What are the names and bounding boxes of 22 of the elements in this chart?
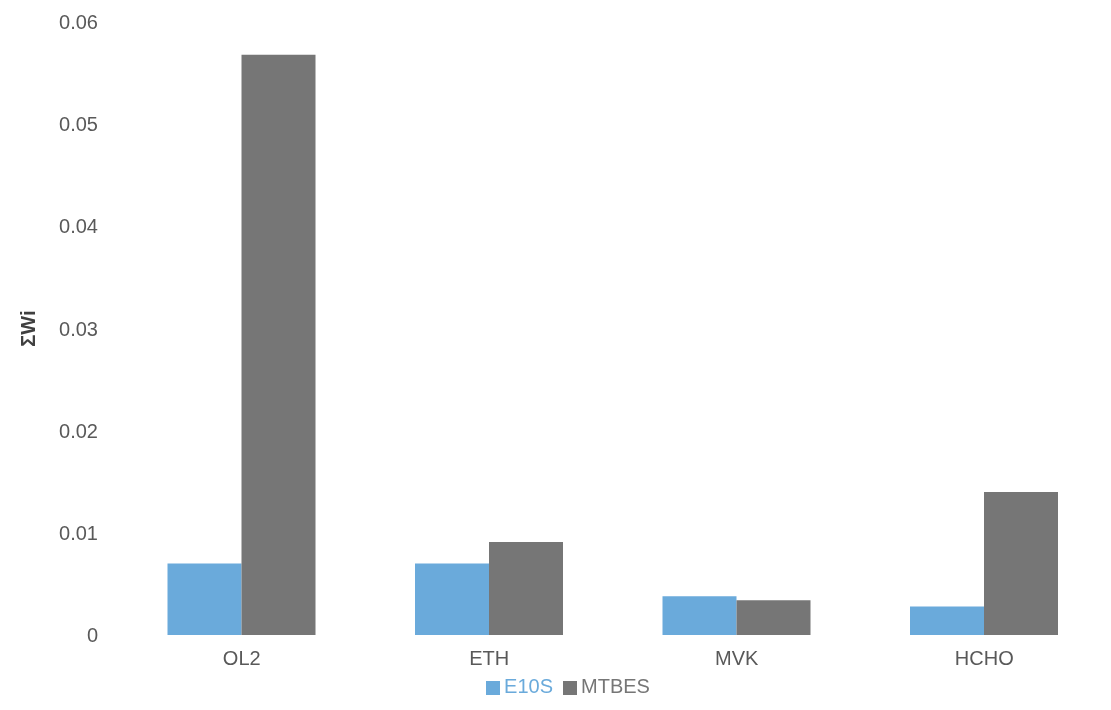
y-axis-title: ΣWi	[17, 310, 40, 347]
legend-label: MTBES	[581, 675, 650, 697]
bar	[984, 491, 1058, 635]
y-tick-label: 0.01	[59, 521, 98, 544]
bar	[910, 606, 984, 635]
y-tick-label: 0	[86, 624, 98, 647]
bar	[662, 596, 737, 635]
bar	[415, 563, 489, 635]
bar	[489, 542, 563, 635]
bar	[736, 600, 811, 635]
x-tick-label: HCHO	[954, 647, 1014, 670]
y-tick-label: 0.03	[59, 317, 98, 340]
legend-label: E10S	[504, 675, 554, 697]
x-tick-label: MVK	[715, 647, 760, 670]
x-tick-label: ETH	[469, 647, 510, 670]
y-tick-label: 0.02	[59, 419, 98, 442]
x-tick-label: OL2	[222, 647, 261, 670]
bar	[241, 54, 316, 635]
y-tick-label: 0.05	[59, 113, 98, 136]
y-tick-label: 0.06	[59, 11, 98, 34]
y-tick-label: 0.04	[59, 215, 98, 238]
bar	[167, 563, 242, 635]
